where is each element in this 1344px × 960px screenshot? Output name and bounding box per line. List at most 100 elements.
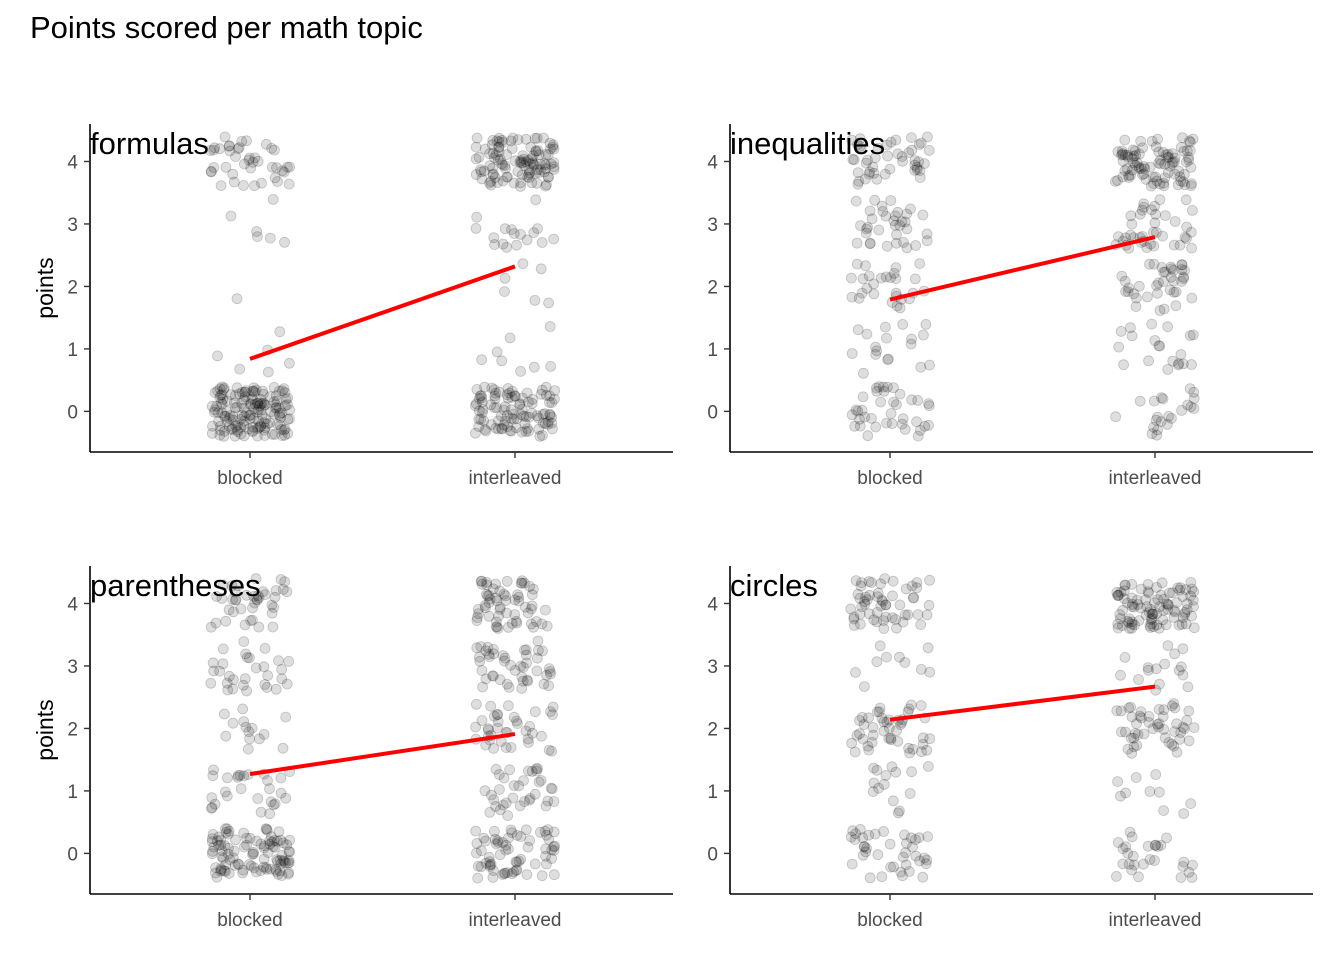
data-point (1158, 704, 1170, 716)
data-point (520, 649, 532, 661)
data-point (1113, 589, 1125, 601)
data-point (283, 178, 295, 190)
data-point (866, 736, 878, 748)
data-point (238, 636, 250, 648)
data-point (510, 856, 522, 868)
data-point (535, 263, 547, 275)
data-point (1157, 147, 1169, 158)
data-point (857, 733, 869, 745)
data-point (264, 391, 276, 403)
data-point (1150, 141, 1162, 153)
points-layer (205, 573, 561, 884)
data-point (226, 580, 238, 592)
data-point (548, 157, 559, 168)
data-point (1155, 589, 1167, 601)
data-point (261, 681, 273, 693)
data-point (207, 828, 219, 840)
data-point (871, 345, 883, 357)
data-point (1168, 239, 1180, 251)
y-tick-label: 4 (707, 152, 718, 173)
data-point (1145, 614, 1157, 626)
data-point (502, 383, 514, 394)
data-point (1166, 738, 1178, 750)
data-point (243, 652, 255, 664)
data-point (283, 857, 295, 869)
data-point (526, 153, 538, 164)
data-point (530, 763, 542, 775)
data-point (536, 237, 548, 248)
data-point (854, 728, 865, 740)
data-point (501, 149, 513, 160)
data-point (212, 385, 224, 397)
data-point (1183, 154, 1195, 166)
data-point (258, 861, 270, 873)
data-point (861, 328, 873, 340)
data-point (223, 140, 235, 152)
data-point (473, 393, 485, 405)
data-point (892, 206, 904, 218)
y-tick-label: 1 (707, 340, 718, 361)
data-point (917, 209, 929, 221)
data-point (518, 410, 530, 422)
data-point (493, 610, 505, 622)
data-point (871, 764, 883, 776)
data-point (499, 415, 511, 427)
data-point (258, 853, 270, 865)
data-point (241, 589, 253, 601)
data-point (1131, 718, 1142, 730)
data-point (1158, 604, 1170, 616)
data-point (905, 338, 917, 350)
data-point (1151, 429, 1163, 441)
y-tick-label: 3 (67, 215, 78, 236)
data-point (515, 577, 527, 589)
data-point (894, 302, 906, 314)
data-point (1159, 266, 1171, 278)
data-point (496, 134, 508, 146)
data-point (248, 403, 260, 415)
data-point (1114, 609, 1126, 620)
data-point (259, 589, 271, 600)
data-point (1119, 580, 1131, 591)
data-point (1147, 608, 1159, 620)
data-point (881, 381, 893, 393)
data-point (897, 413, 909, 425)
data-point (907, 841, 918, 853)
data-point (924, 733, 936, 745)
data-point (1177, 643, 1189, 655)
data-point (1164, 160, 1176, 172)
data-point (270, 585, 282, 596)
data-point (540, 843, 552, 855)
data-point (281, 161, 293, 173)
data-point (1158, 180, 1170, 192)
data-point (502, 171, 513, 183)
data-point (484, 177, 496, 189)
data-point (476, 715, 488, 726)
data-point (214, 420, 226, 432)
data-point (542, 418, 554, 430)
data-point (224, 410, 236, 422)
data-point (861, 842, 872, 854)
data-point (490, 800, 502, 812)
data-point (238, 419, 250, 431)
data-point (1126, 711, 1138, 723)
data-point (531, 652, 543, 664)
data-point (534, 158, 546, 170)
data-point (491, 402, 502, 413)
data-point (907, 743, 919, 755)
data-point (852, 405, 864, 417)
data-point (267, 193, 279, 205)
data-point (509, 155, 521, 167)
data-point (1179, 231, 1191, 243)
data-point (909, 273, 921, 285)
data-point (1129, 145, 1141, 157)
data-point (526, 397, 538, 409)
data-point (516, 157, 528, 169)
data-point (512, 589, 524, 601)
data-point (1152, 133, 1164, 145)
data-point (891, 300, 903, 312)
data-point (273, 409, 285, 421)
data-point (522, 765, 534, 777)
y-tick-label: 1 (67, 782, 78, 803)
data-point (215, 834, 227, 846)
data-point (872, 142, 884, 154)
